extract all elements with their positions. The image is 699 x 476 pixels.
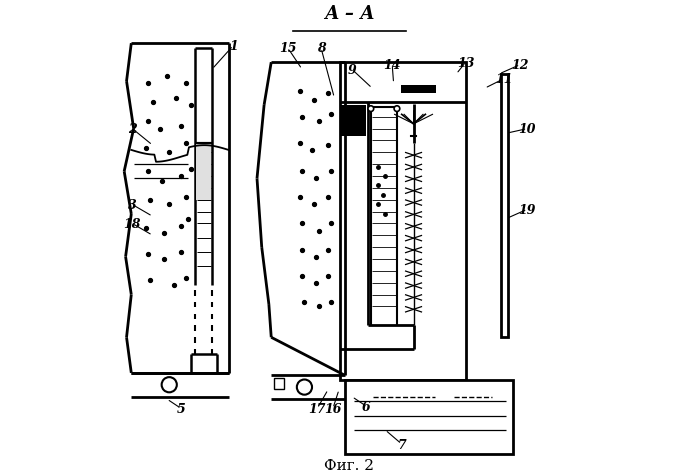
Circle shape [368, 107, 374, 112]
Text: 18: 18 [124, 218, 141, 230]
Text: 1: 1 [229, 40, 238, 53]
Text: 17: 17 [308, 402, 326, 415]
Text: 19: 19 [519, 203, 536, 216]
Circle shape [161, 377, 177, 393]
Bar [340, 63, 466, 380]
Text: 6: 6 [361, 400, 370, 413]
Text: 14: 14 [384, 59, 401, 72]
Text: 16: 16 [324, 402, 342, 415]
Circle shape [297, 380, 312, 395]
Bar [401, 86, 436, 94]
Bar [273, 378, 284, 390]
Text: 7: 7 [397, 437, 406, 451]
Text: 10: 10 [519, 123, 536, 136]
Bar [345, 380, 513, 454]
Bar [196, 143, 212, 200]
Text: 9: 9 [347, 64, 356, 77]
Text: 3: 3 [128, 198, 136, 211]
Text: Фиг. 2: Фиг. 2 [324, 458, 375, 472]
Bar [501, 75, 508, 337]
Text: 5: 5 [177, 402, 185, 415]
Bar [341, 106, 366, 137]
Text: 11: 11 [495, 73, 512, 86]
Text: 8: 8 [317, 42, 326, 55]
Text: 15: 15 [279, 42, 296, 55]
Text: А – А: А – А [324, 5, 375, 23]
Text: 13: 13 [457, 57, 475, 69]
Bar [271, 63, 345, 376]
Text: 2: 2 [128, 123, 136, 136]
Circle shape [394, 107, 400, 112]
Text: 12: 12 [512, 59, 529, 72]
Bar [131, 44, 229, 373]
